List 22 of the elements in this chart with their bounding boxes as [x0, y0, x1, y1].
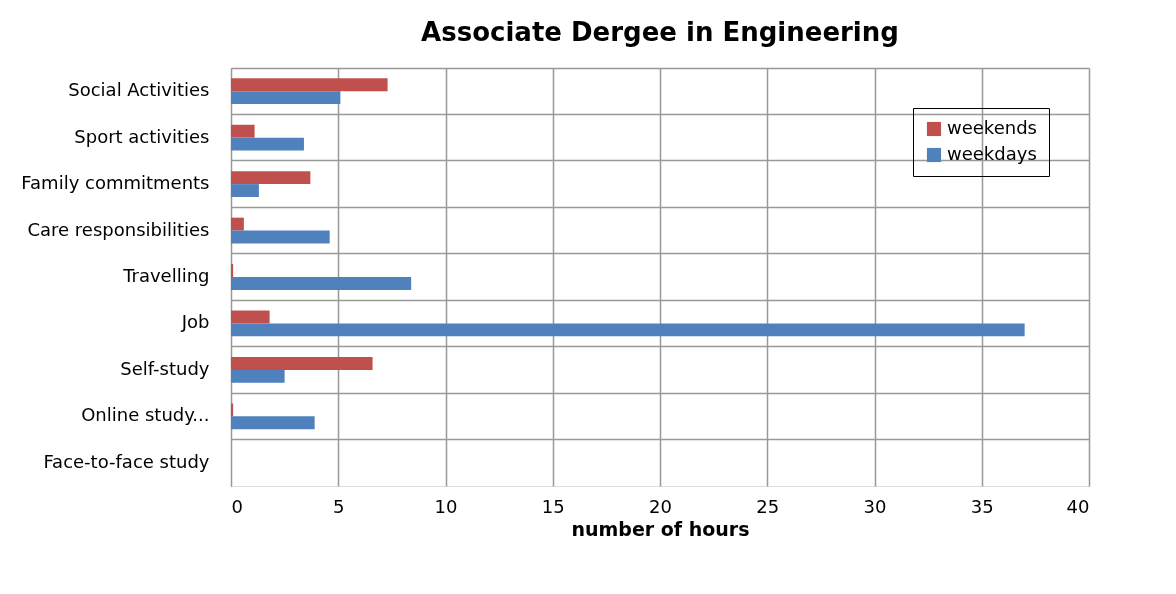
- y-tick-label: Self-study: [120, 357, 210, 379]
- x-tick-label: 40: [1066, 495, 1090, 517]
- x-tick-label: 35: [970, 495, 994, 517]
- x-tick-label: 5: [333, 495, 345, 517]
- x-axis-title: number of hours: [571, 517, 750, 540]
- x-tick-label: 30: [863, 495, 887, 517]
- y-tick-label: Social Activities: [68, 79, 210, 101]
- legend-label: weekdays: [947, 143, 1037, 164]
- y-tick-label: Online study...: [81, 404, 210, 426]
- y-tick-label: Care responsibilities: [27, 218, 210, 240]
- x-tick-label: 0: [231, 495, 243, 517]
- y-tick-label: Job: [180, 311, 210, 333]
- x-tick-label: 25: [756, 495, 780, 517]
- y-tick-label: Travelling: [122, 265, 210, 286]
- x-tick-label: 20: [649, 495, 672, 517]
- legend-label: weekends: [947, 117, 1037, 138]
- chart-title: Associate Dergee in Engineering: [421, 17, 899, 47]
- x-tick-label: 10: [434, 495, 458, 517]
- y-tick-label: Family commitments: [21, 172, 210, 194]
- y-tick-label: Face-to-face study: [43, 450, 210, 472]
- y-tick-label: Sport activities: [74, 125, 210, 147]
- x-tick-label: 15: [541, 495, 565, 517]
